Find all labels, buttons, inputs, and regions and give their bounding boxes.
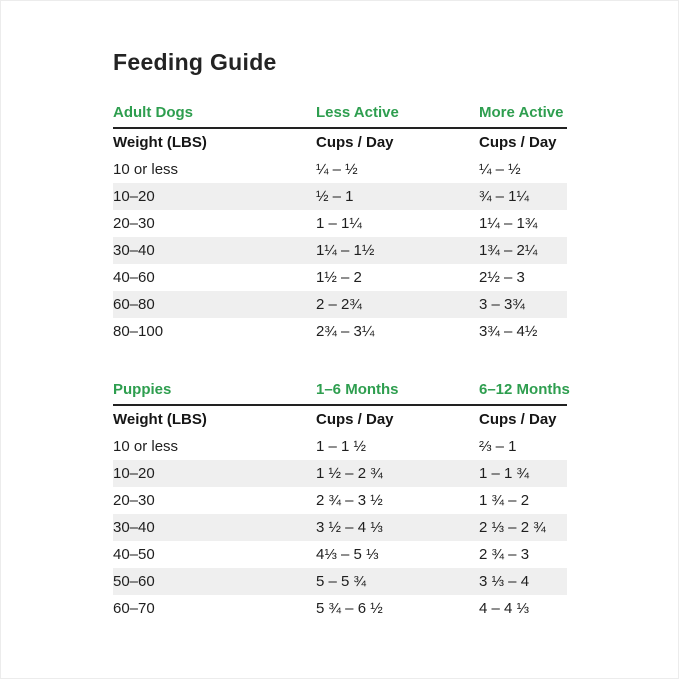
cups-per-day-cell: 1 – 1¼ [316, 215, 362, 232]
cups-per-day-cell: 5 ¾ – 6 ½ [316, 600, 383, 617]
cups-per-day-cell: 3 ½ – 4 ⅓ [316, 519, 383, 536]
cups-per-day-cell: 1 ½ – 2 ¾ [316, 465, 383, 482]
cups-per-day-cell: 4⅓ – 5 ⅓ [316, 546, 379, 563]
table-body: 10 or less ¼ – ½ ¼ – ½ 10–20 ½ – 1 ¾ – 1¼ 20–3… [113, 156, 567, 345]
table-row: 30–40 3 ½ – 4 ⅓ 2 ⅓ – 2 ¾ [113, 514, 567, 541]
column-header-1-6-months: 1–6 Months [316, 381, 399, 398]
table-row: 10 or less ¼ – ½ ¼ – ½ [113, 156, 567, 183]
cups-per-day-cell: 1 – 1 ½ [316, 438, 367, 455]
weight-cell: 10 or less [113, 161, 179, 178]
table-row: 40–60 1½ – 2 2½ – 3 [113, 264, 567, 291]
weight-cell: 10–20 [113, 465, 155, 482]
weight-cell: 80–100 [113, 323, 164, 340]
cups-per-day-cell: ¼ – ½ [316, 161, 358, 178]
cups-per-day-cell: ¾ – 1¼ [479, 188, 530, 205]
weight-cell: 20–30 [113, 215, 155, 232]
weight-cell: 10–20 [113, 188, 155, 205]
table-row: 60–70 5 ¾ – 6 ½ 4 – 4 ⅓ [113, 595, 567, 622]
weight-cell: 50–60 [113, 573, 155, 590]
table-row: 10–20 1 ½ – 2 ¾ 1 – 1 ¾ [113, 460, 567, 487]
cups-per-day-cell: 3 ⅓ – 4 [479, 573, 530, 590]
table-row: 30–40 1¼ – 1½ 1¾ – 2¼ [113, 237, 567, 264]
subheader-weight: Weight (LBS) [113, 134, 207, 151]
cups-per-day-cell: ¼ – ½ [479, 161, 521, 178]
page-title: Feeding Guide [113, 49, 277, 75]
cups-per-day-cell: ½ – 1 [316, 188, 354, 205]
table-row: 10–20 ½ – 1 ¾ – 1¼ [113, 183, 567, 210]
cups-per-day-cell: 2 – 2¾ [316, 296, 362, 313]
table-row: 40–50 4⅓ – 5 ⅓ 2 ¾ – 3 [113, 541, 567, 568]
column-header-puppies: Puppies [113, 381, 172, 398]
table-row: 20–30 2 ¾ – 3 ½ 1 ¾ – 2 [113, 487, 567, 514]
cups-per-day-cell: 1¼ – 1½ [316, 242, 375, 259]
weight-cell: 40–60 [113, 269, 155, 286]
weight-cell: 10 or less [113, 438, 179, 455]
adult-dogs-table: Adult Dogs Less Active More Active Weigh… [113, 98, 567, 345]
table-row: 20–30 1 – 1¼ 1¼ – 1¾ [113, 210, 567, 237]
table-subheader-row: Weight (LBS) Cups / Day Cups / Day [113, 127, 567, 156]
weight-cell: 60–70 [113, 600, 155, 617]
table-header-row: Puppies 1–6 Months 6–12 Months [113, 375, 570, 404]
cups-per-day-cell: 3¾ – 4½ [479, 323, 538, 340]
cups-per-day-cell: 1 – 1 ¾ [479, 465, 530, 482]
table-row: 50–60 5 – 5 ¾ 3 ⅓ – 4 [113, 568, 567, 595]
table-subheader-row: Weight (LBS) Cups / Day Cups / Day [113, 404, 567, 433]
table-header-row: Adult Dogs Less Active More Active [113, 98, 567, 127]
weight-cell: 40–50 [113, 546, 155, 563]
cups-per-day-cell: 2 ⅓ – 2 ¾ [479, 519, 546, 536]
table-row: 60–80 2 – 2¾ 3 – 3¾ [113, 291, 567, 318]
cups-per-day-cell: 1¼ – 1¾ [479, 215, 538, 232]
cups-per-day-cell: 2 ¾ – 3 [479, 546, 530, 563]
subheader-cups-day: Cups / Day [316, 411, 394, 428]
column-header-less-active: Less Active [316, 104, 399, 121]
table-row: 80–100 2¾ – 3¼ 3¾ – 4½ [113, 318, 567, 345]
cups-per-day-cell: 4 – 4 ⅓ [479, 600, 530, 617]
cups-per-day-cell: 1 ¾ – 2 [479, 492, 530, 509]
puppies-table: Puppies 1–6 Months 6–12 Months Weight (L… [113, 375, 570, 622]
weight-cell: 60–80 [113, 296, 155, 313]
table-row: 10 or less 1 – 1 ½ ⅔ – 1 [113, 433, 567, 460]
weight-cell: 30–40 [113, 242, 155, 259]
subheader-cups-day: Cups / Day [479, 411, 557, 428]
table-body: 10 or less 1 – 1 ½ ⅔ – 1 10–20 1 ½ – 2 ¾ 1 – … [113, 433, 567, 622]
subheader-weight: Weight (LBS) [113, 411, 207, 428]
column-header-adult-dogs: Adult Dogs [113, 104, 193, 121]
subheader-cups-day: Cups / Day [479, 134, 557, 151]
cups-per-day-cell: 2 ¾ – 3 ½ [316, 492, 383, 509]
cups-per-day-cell: 2½ – 3 [479, 269, 525, 286]
cups-per-day-cell: ⅔ – 1 [479, 438, 517, 455]
cups-per-day-cell: 3 – 3¾ [479, 296, 525, 313]
column-header-6-12-months: 6–12 Months [479, 381, 570, 398]
weight-cell: 20–30 [113, 492, 155, 509]
cups-per-day-cell: 1½ – 2 [316, 269, 362, 286]
subheader-cups-day: Cups / Day [316, 134, 394, 151]
cups-per-day-cell: 1¾ – 2¼ [479, 242, 538, 259]
cups-per-day-cell: 2¾ – 3¼ [316, 323, 375, 340]
cups-per-day-cell: 5 – 5 ¾ [316, 573, 367, 590]
weight-cell: 30–40 [113, 519, 155, 536]
column-header-more-active: More Active [479, 104, 564, 121]
